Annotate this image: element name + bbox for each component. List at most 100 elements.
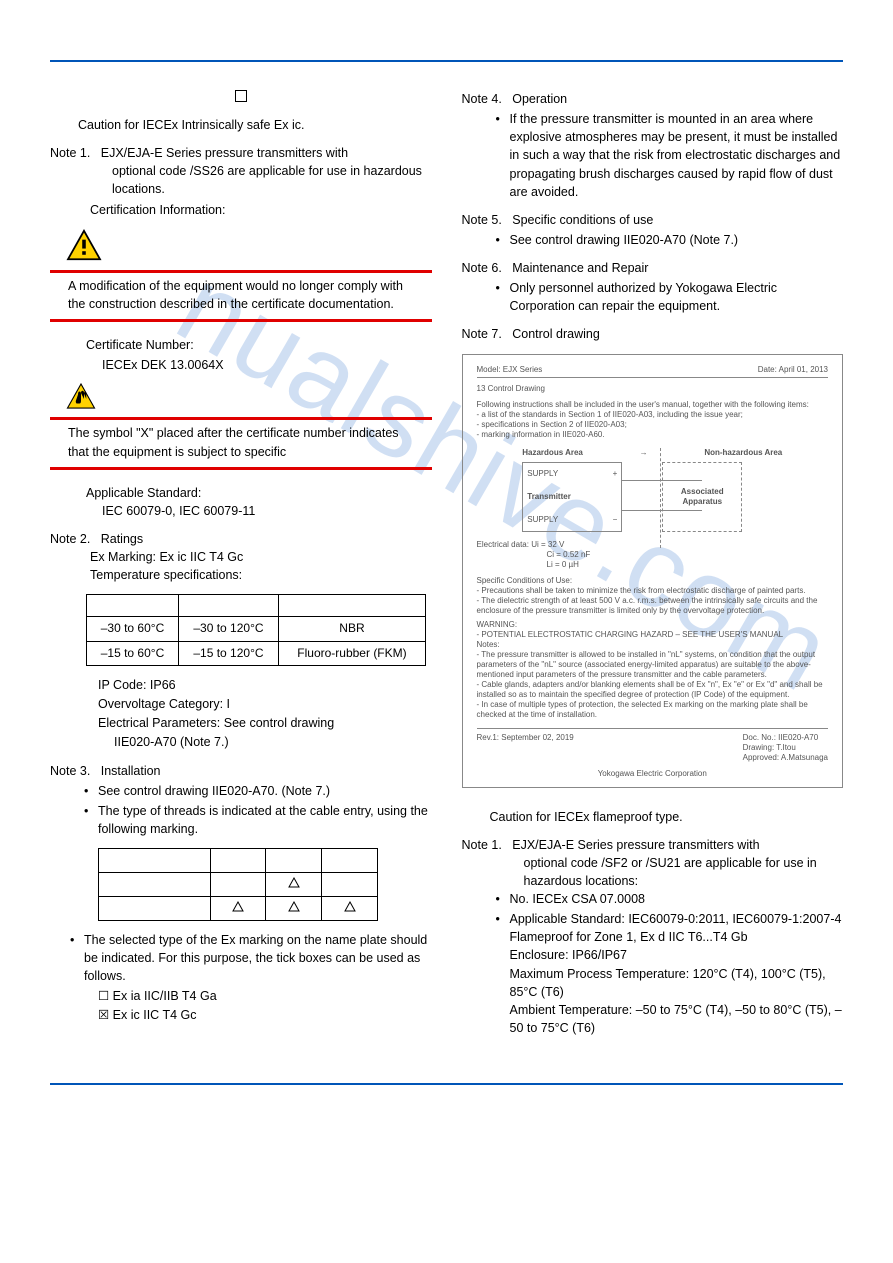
temp-spec-label: Temperature specifications:: [50, 566, 432, 584]
note-2-label: Note 2.: [50, 532, 90, 546]
ip-block: IP Code: IP66 Overvoltage Category: I El…: [50, 676, 432, 752]
transmitter-label: Transmitter: [527, 492, 617, 502]
note-4-b1: If the pressure transmitter is mounted i…: [510, 110, 844, 201]
notes-head: Notes:: [477, 640, 829, 650]
cert-number-value: IECEx DEK 13.0064X: [50, 356, 432, 374]
note-3: Note 3. Installation •See control drawin…: [50, 762, 432, 839]
triangle-icon: [232, 901, 244, 912]
note-1-body: optional code /SS26 are applicable for u…: [50, 162, 432, 198]
table-row: [99, 897, 378, 921]
std-value: IEC 60079-0, IEC 60079-11: [86, 502, 432, 520]
cert-info-label: Certification Information:: [50, 201, 432, 219]
control-drawing: Model: EJX Series Date: April 01, 2013 1…: [462, 354, 844, 788]
note-4-title: Operation: [512, 92, 567, 106]
drawing-i1: - a list of the standards in Section 1 o…: [477, 410, 829, 420]
note-1-body-start: EJX/EJA-E Series pressure transmitters w…: [101, 146, 348, 160]
left-column: Caution for IECEx Intrinsically safe Ex …: [50, 90, 432, 1047]
triangle-icon: [344, 901, 356, 912]
drawing-date: Date: April 01, 2013: [758, 365, 828, 375]
note-5-label: Note 5.: [462, 213, 502, 227]
table-cell: [178, 595, 278, 617]
sc-1: - Precautions shall be taken to minimize…: [477, 586, 829, 596]
thread-marking-table: [98, 848, 378, 921]
note-6: Note 6. Maintenance and Repair •Only per…: [462, 259, 844, 315]
table-cell: –30 to 120°C: [178, 617, 278, 641]
table-row: –30 to 60°C –30 to 120°C NBR: [87, 617, 426, 641]
table-cell: –30 to 60°C: [87, 617, 179, 641]
table-cell: –15 to 120°C: [178, 641, 278, 665]
ip-code: IP Code: IP66: [98, 676, 432, 694]
haz-left-label: Hazardous Area: [522, 448, 583, 458]
right-column: Note 4. Operation •If the pressure trans…: [462, 90, 844, 1047]
dn-1: - The pressure transmitter is allowed to…: [477, 650, 829, 680]
note-1: Note 1. EJX/EJA-E Series pressure transm…: [50, 144, 432, 219]
note-1b-start: EJX/EJA-E Series pressure transmitters w…: [512, 838, 759, 852]
drawing-doc: Doc. No.: IIE020-A70: [743, 733, 819, 742]
elec-li: Li = 0 µH: [477, 560, 829, 570]
note-1b-label: Note 1.: [462, 838, 502, 852]
sc-2: - The dielectric strength of at least 50…: [477, 596, 829, 616]
page: Caution for IECEx Intrinsically safe Ex …: [50, 60, 843, 1085]
drawing-heading: 13 Control Drawing: [477, 384, 829, 394]
dn-2: - Cable glands, adapters and/or blanking…: [477, 680, 829, 700]
note-4-label: Note 4.: [462, 92, 502, 106]
note-3-b1: See control drawing IIE020-A70. (Note 7.…: [98, 782, 330, 800]
caution-text: Caution for IECEx Intrinsically safe Ex …: [50, 116, 432, 134]
drawing-i2: - specifications in Section 2 of IIE020-…: [477, 420, 829, 430]
warning-triangle-icon: [66, 229, 102, 261]
drawing-intro: Following instructions shall be included…: [477, 400, 829, 410]
table-cell: NBR: [278, 617, 425, 641]
warn-head: WARNING:: [477, 620, 829, 630]
drawing-app: Approved: A.Matsunaga: [743, 753, 828, 762]
n1b-b1: No. IECEx CSA 07.0008: [510, 890, 646, 908]
note-3-b2: The type of threads is indicated at the …: [98, 802, 432, 838]
elec-params: Electrical Parameters: See control drawi…: [98, 714, 432, 732]
table-cell: Fluoro-rubber (FKM): [278, 641, 425, 665]
table-cell: [278, 595, 425, 617]
drawing-model: Model: EJX Series: [477, 365, 543, 375]
triangle-icon: [288, 877, 300, 888]
table-cell: [87, 595, 179, 617]
table-row: –15 to 60°C –15 to 120°C Fluoro-rubber (…: [87, 641, 426, 665]
cert-number-label: Certificate Number:: [50, 336, 432, 354]
caution-flameproof: Caution for IECEx flameproof type.: [462, 808, 844, 826]
ex-marking: Ex Marking: Ex ic IIC T4 Gc: [50, 548, 432, 566]
red-warning-1: A modification of the equipment would no…: [50, 270, 432, 322]
note-5-b1: See control drawing IIE020-A70 (Note 7.): [510, 231, 739, 249]
note-1b: Note 1. EJX/EJA-E Series pressure transm…: [462, 836, 844, 1037]
tick-intro: The selected type of the Ex marking on t…: [84, 931, 432, 985]
overvoltage: Overvoltage Category: I: [98, 695, 432, 713]
haz-right-label: Non-hazardous Area: [704, 448, 782, 458]
note-2-title: Ratings: [101, 532, 143, 546]
note-7-title: Control drawing: [512, 327, 600, 341]
top-rule: [50, 60, 843, 62]
warn-1: - POTENTIAL ELECTROSTATIC CHARGING HAZAR…: [477, 630, 829, 640]
note-6-title: Maintenance and Repair: [512, 261, 648, 275]
hand-stop-icon: [66, 382, 96, 410]
drawing-drw: Drawing: T.Itou: [743, 743, 796, 752]
std-label: Applicable Standard:: [86, 484, 432, 502]
elec-params-ref: IIE020-A70 (Note 7.): [98, 733, 432, 751]
ex-option-1: ☐ Ex ia IIC/IIB T4 Ga: [50, 987, 432, 1005]
table-row: [99, 849, 378, 873]
table-row: [87, 595, 426, 617]
assoc-label: Associated: [667, 487, 737, 497]
ex-option-2: ☒ Ex ic IIC T4 Gc: [50, 1006, 432, 1024]
note-5: Note 5. Specific conditions of use •See …: [462, 211, 844, 249]
red-warning-2: The symbol "X" placed after the certific…: [50, 417, 432, 469]
note-7: Note 7. Control drawing: [462, 325, 844, 343]
square-icon: [235, 90, 247, 102]
hazardous-area-diagram: Hazardous Area → Non-hazardous Area SUPP…: [522, 448, 782, 532]
note-5-title: Specific conditions of use: [512, 213, 653, 227]
drawing-i3: - marking information in IIE020-A60.: [477, 430, 829, 440]
dn-3: - In case of multiple types of protectio…: [477, 700, 829, 720]
sc-head: Specific Conditions of Use:: [477, 576, 829, 586]
bottom-rule: [50, 1083, 843, 1085]
n1b-b2: Applicable Standard: IEC60079-0:2011, IE…: [510, 910, 844, 1037]
elec-data: Electrical data: Ui = 32 V: [477, 540, 829, 550]
applicable-standard: Applicable Standard: IEC 60079-0, IEC 60…: [50, 484, 432, 520]
note-3-title: Installation: [101, 764, 161, 778]
table-row: [99, 873, 378, 897]
temperature-table: –30 to 60°C –30 to 120°C NBR –15 to 60°C…: [86, 594, 426, 666]
note-7-label: Note 7.: [462, 327, 502, 341]
